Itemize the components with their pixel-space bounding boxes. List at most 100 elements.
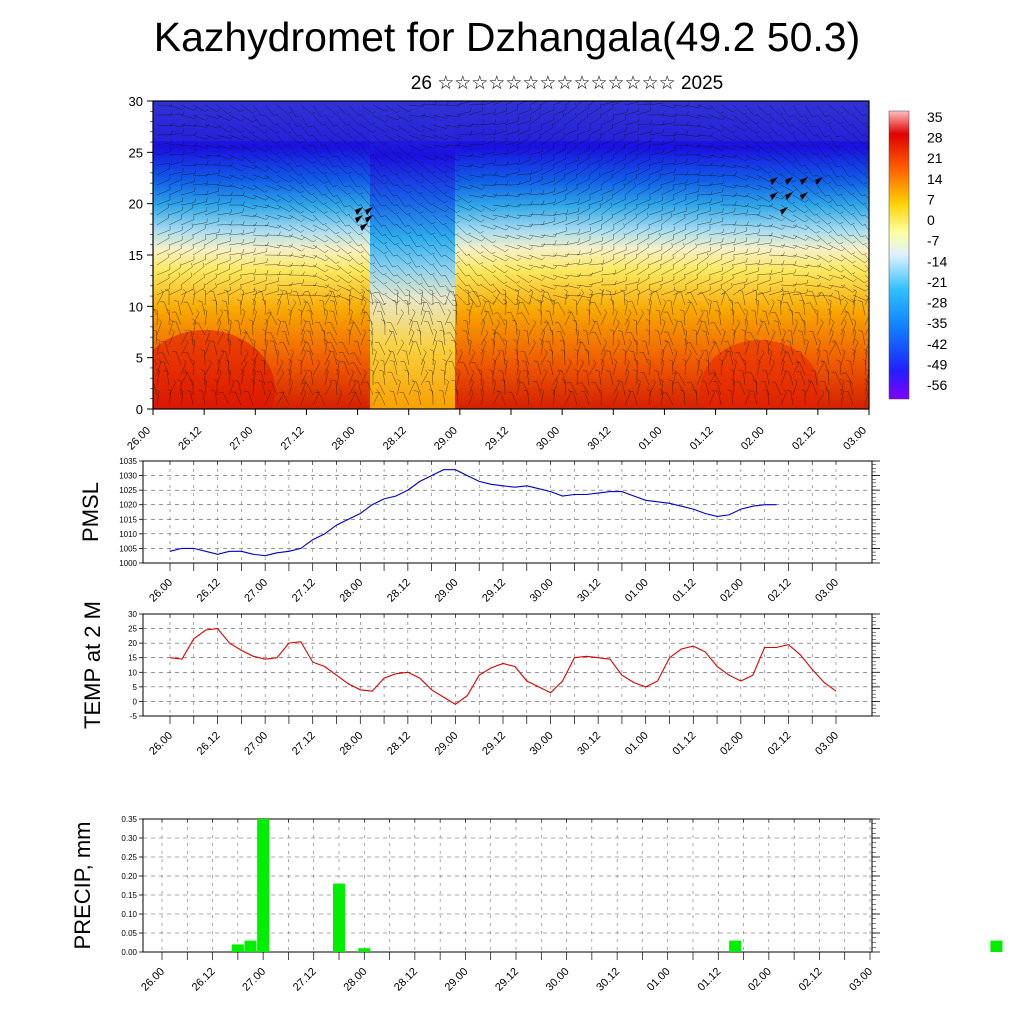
wind-barb [588, 291, 593, 306]
wind-barb-feather [369, 164, 374, 167]
wind-barb-feather [369, 174, 374, 177]
wind-barb-feather [794, 244, 798, 249]
wind-barb [192, 361, 195, 376]
wind-barb [324, 164, 336, 175]
wind-barb-feather [806, 279, 809, 284]
wind-barb [828, 164, 837, 178]
wind-barb [705, 331, 710, 346]
wind-barb [312, 204, 325, 214]
wind-barb-feather [517, 288, 521, 292]
wind-barb [396, 114, 410, 123]
wind-barb [564, 129, 578, 136]
wind-barb-feather [646, 212, 649, 217]
wind-barb [408, 382, 415, 396]
wind-barb [276, 321, 281, 336]
wind-barb [164, 341, 170, 356]
wind-barb-feather [662, 110, 665, 115]
wind-barb-feather [212, 299, 217, 302]
wind-barb [588, 270, 603, 276]
wind-barb [180, 266, 193, 276]
wind-barb-feather [494, 171, 497, 176]
wind-barb-feather [287, 111, 292, 115]
wind-barb [684, 268, 698, 276]
wind-barb-feather [718, 359, 723, 362]
wind-barb-feather [792, 160, 796, 164]
wind-barb [300, 174, 311, 186]
wind-barb [408, 224, 419, 237]
wind-pennant [815, 177, 823, 185]
wind-barb-feather [562, 112, 565, 117]
wind-barb-feather [217, 109, 221, 112]
wind-barb-feather [361, 288, 365, 292]
wind-barb-feather [721, 288, 726, 292]
x-tick-label: 02.00 [739, 425, 767, 453]
wind-barb-feather [636, 154, 638, 159]
wind-barb-feather [636, 288, 640, 292]
wind-barb [276, 254, 291, 257]
wind-barb-feather [349, 287, 353, 292]
wind-barb-feather [827, 298, 832, 302]
wind-barb-feather [590, 258, 592, 263]
wind-barb [336, 154, 345, 167]
wind-barb [192, 321, 197, 336]
wind-barb-feather [194, 198, 196, 203]
wind-barb [648, 177, 661, 186]
wind-barb-feather [430, 263, 435, 266]
wind-barb [828, 274, 843, 280]
wind-barb-feather [372, 129, 377, 133]
wind-barb-feather [494, 148, 496, 153]
wind-barb [660, 171, 675, 176]
wind-barb [252, 124, 265, 134]
wind-barb [768, 204, 782, 212]
wind-barb [216, 154, 231, 160]
precip-bar [244, 940, 257, 952]
x-tick-label: 03.00 [847, 966, 875, 994]
wind-barb [264, 290, 279, 296]
wind-barb [768, 164, 780, 176]
wind-barb [370, 321, 374, 336]
wind-barb [547, 321, 554, 336]
y-tick-label: 20 [129, 197, 143, 212]
wind-barb [636, 141, 651, 146]
wind-barb [192, 287, 205, 296]
wind-barb [162, 352, 170, 366]
wind-barb [168, 201, 183, 206]
wind-barb [696, 144, 711, 148]
wind-barb [708, 392, 715, 406]
wind-barb [492, 101, 504, 106]
wind-barb-feather [441, 244, 446, 247]
wind-barb-feather [584, 349, 589, 352]
wind-barb-feather [599, 288, 603, 292]
wind-barb-feather [854, 339, 859, 343]
wind-barb-feather [779, 122, 784, 125]
wind-barb [480, 254, 494, 263]
wind-barb-feather [839, 121, 844, 125]
wind-barb-feather [278, 251, 281, 256]
wind-barb [408, 244, 418, 257]
wind-barb-feather [744, 308, 748, 312]
wind-barb [216, 124, 230, 133]
wind-barb-feather [540, 289, 545, 293]
wind-barb-feather [241, 136, 245, 140]
wind-barb [716, 381, 722, 396]
wind-barb-feather [827, 181, 832, 185]
wind-pennant [355, 207, 363, 215]
wind-barb [466, 331, 470, 346]
wind-barb [156, 229, 171, 236]
wind-barb [264, 134, 277, 144]
wind-barb-feather [777, 134, 782, 136]
wind-barb [624, 281, 639, 286]
wind-barb [732, 322, 740, 336]
wind-barb [300, 381, 306, 396]
wind-barb-feather [873, 245, 877, 246]
wind-barb-feather [299, 202, 304, 205]
wind-barb-feather [788, 309, 793, 312]
wind-barb-feather [766, 113, 771, 116]
wind-barb [261, 291, 266, 306]
wind-barb-feather [722, 154, 726, 158]
wind-barb [463, 361, 470, 376]
wind-barb [444, 204, 457, 213]
wind-barb-feather [746, 202, 749, 207]
wind-barb-feather [523, 329, 528, 332]
wind-barb-feather [482, 164, 486, 169]
